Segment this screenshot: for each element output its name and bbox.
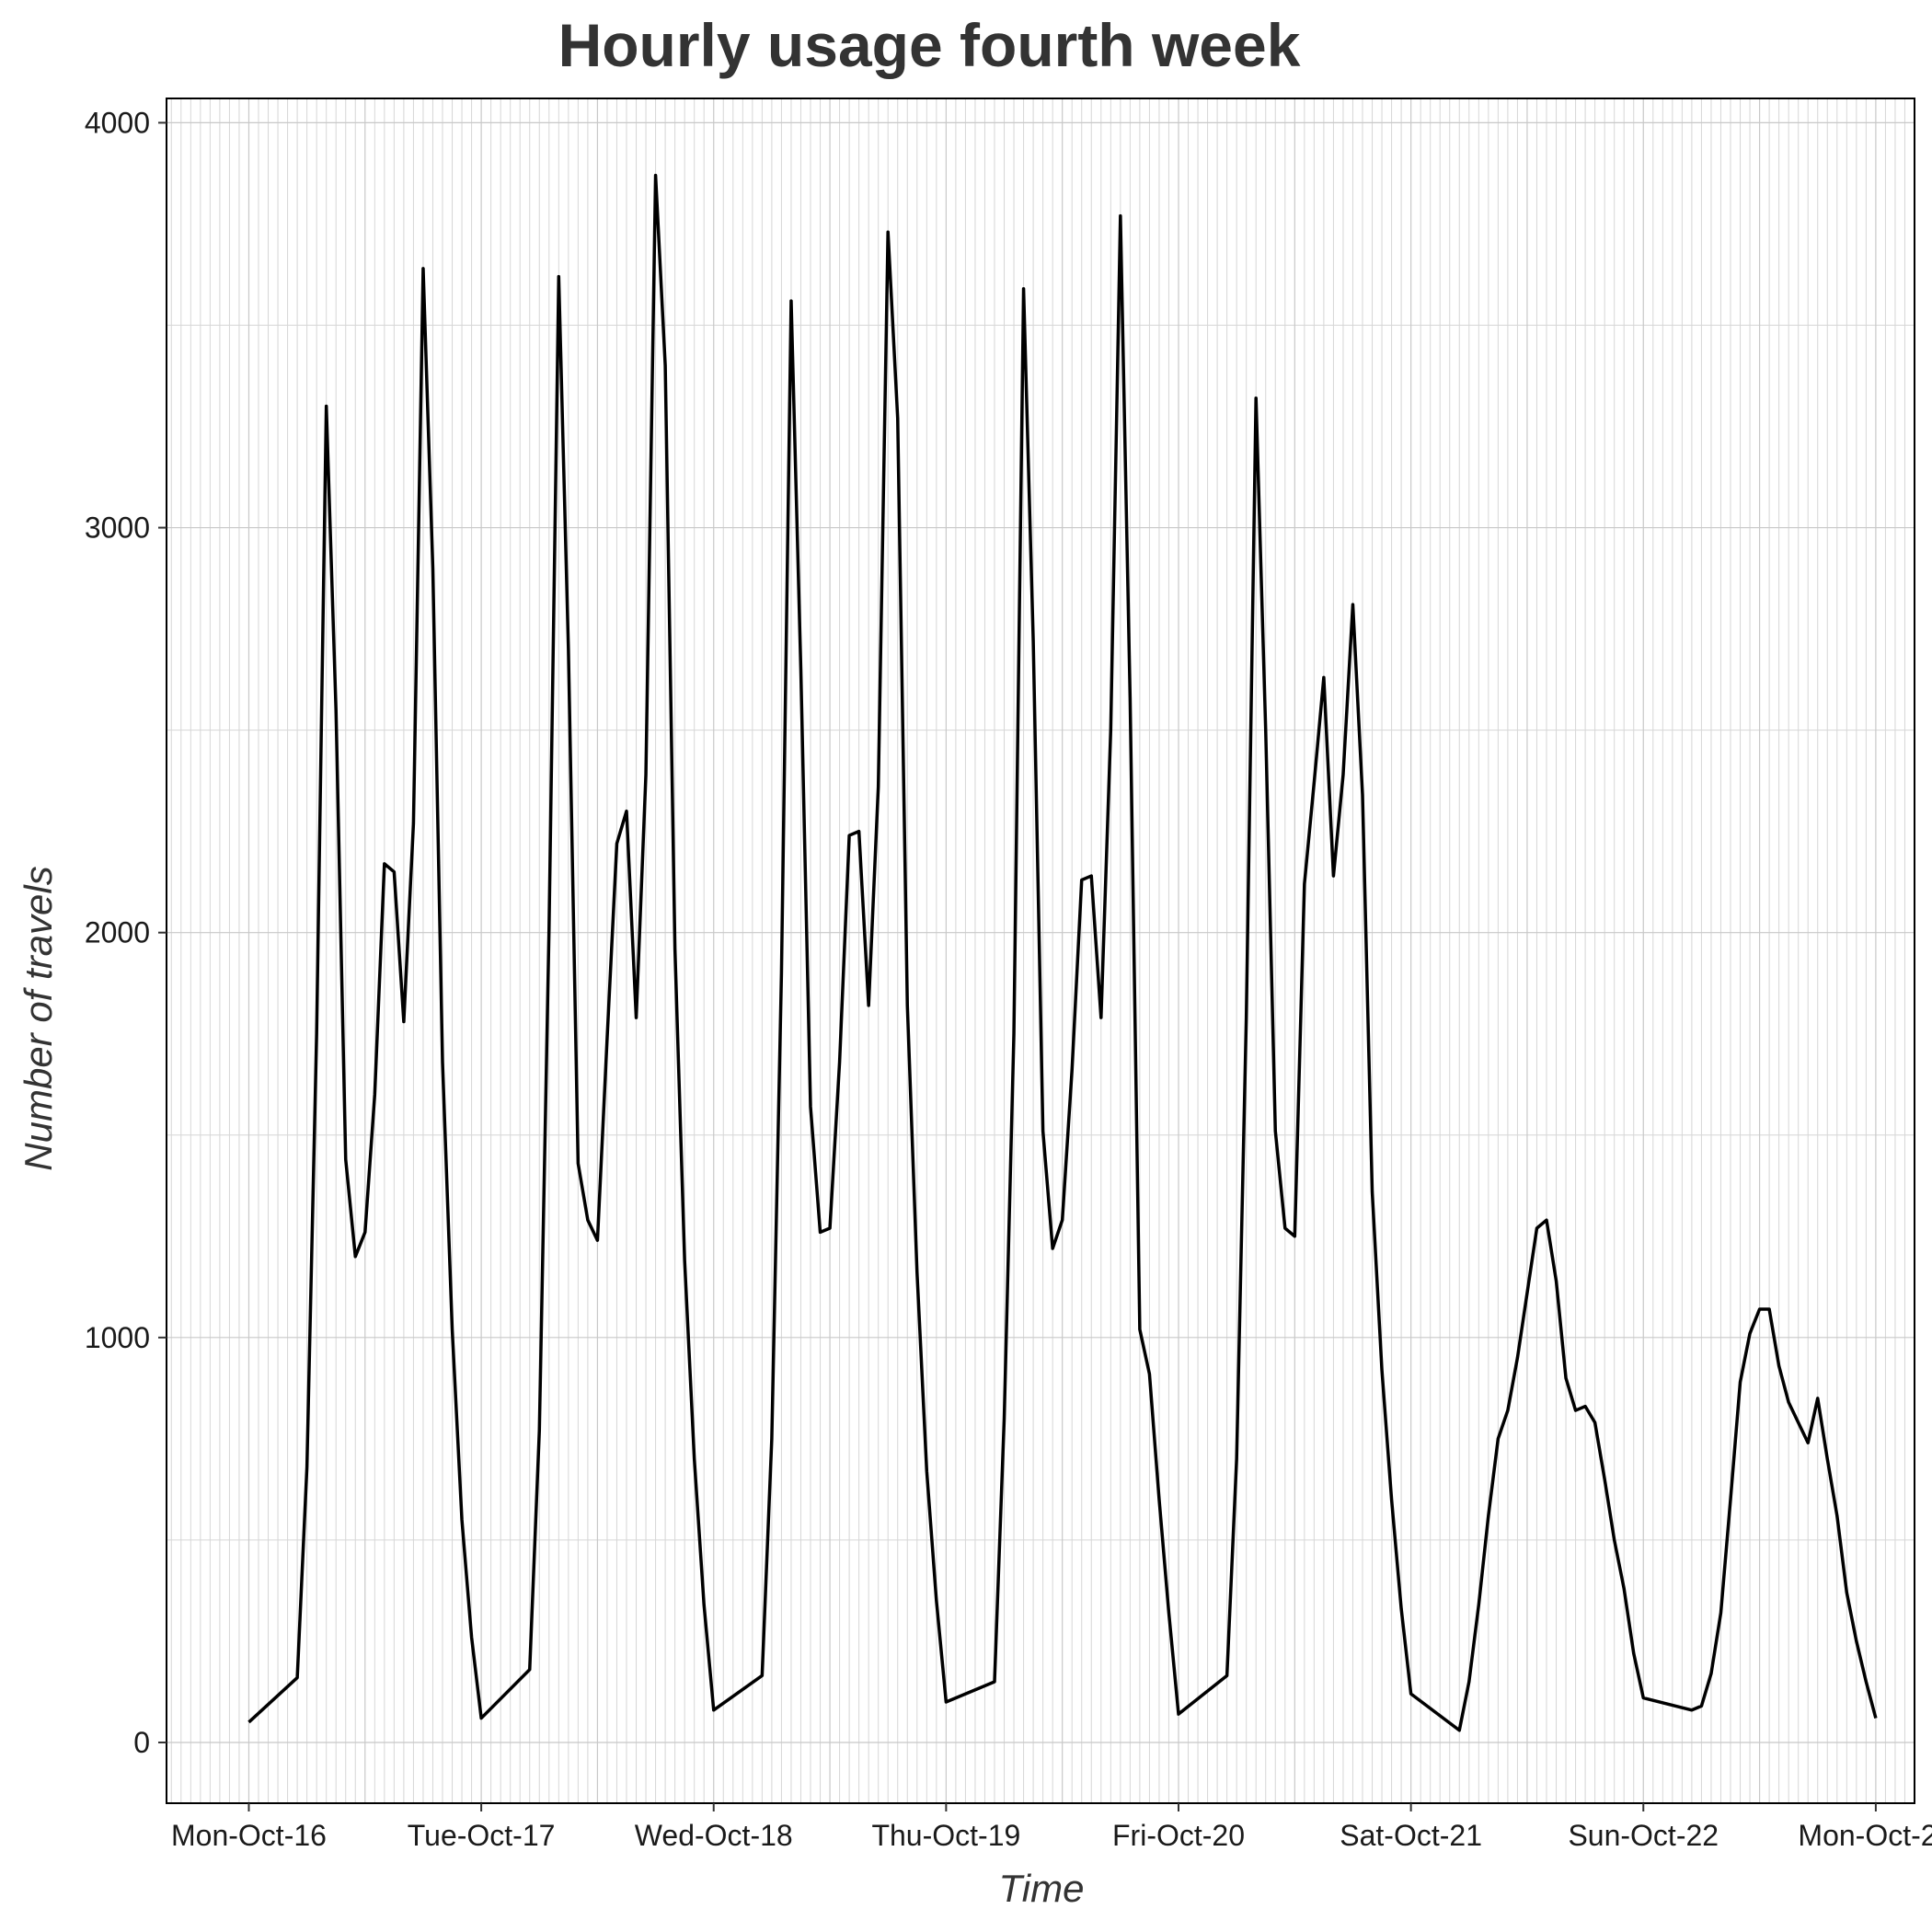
y-axis: 0 1000 2000 3000 4000 xyxy=(85,106,167,1759)
series-layer xyxy=(247,173,1878,1732)
x-tick-label: Wed-Oct-18 xyxy=(635,1819,793,1852)
y-axis-title: Number of travels xyxy=(17,866,60,1170)
x-tick-label: Mon-Oct-23 xyxy=(1798,1819,1932,1852)
series-line xyxy=(247,173,1878,1732)
x-tick-label: Mon-Oct-16 xyxy=(171,1819,327,1852)
x-axis: Mon-Oct-16 Tue-Oct-17 Wed-Oct-18 Thu-Oct-19… xyxy=(171,1803,1932,1852)
x-tick-label: Thu-Oct-19 xyxy=(871,1819,1020,1852)
x-tick-label: Fri-Oct-20 xyxy=(1112,1819,1245,1852)
x-axis-title: Time xyxy=(999,1867,1085,1910)
x-tick-label: Sun-Oct-22 xyxy=(1568,1819,1719,1852)
y-tick-label: 3000 xyxy=(85,512,150,545)
x-tick-label: Sat-Oct-21 xyxy=(1340,1819,1482,1852)
minor-gridlines xyxy=(167,98,1915,1803)
chart-title: Hourly usage fourth week xyxy=(558,11,1301,79)
y-tick-label: 4000 xyxy=(85,106,150,139)
y-tick-label: 2000 xyxy=(85,916,150,949)
x-tick-label: Tue-Oct-17 xyxy=(408,1819,556,1852)
y-tick-label: 0 xyxy=(133,1726,150,1759)
plot-panel-border xyxy=(166,98,1915,1804)
y-tick-label: 1000 xyxy=(85,1321,150,1354)
